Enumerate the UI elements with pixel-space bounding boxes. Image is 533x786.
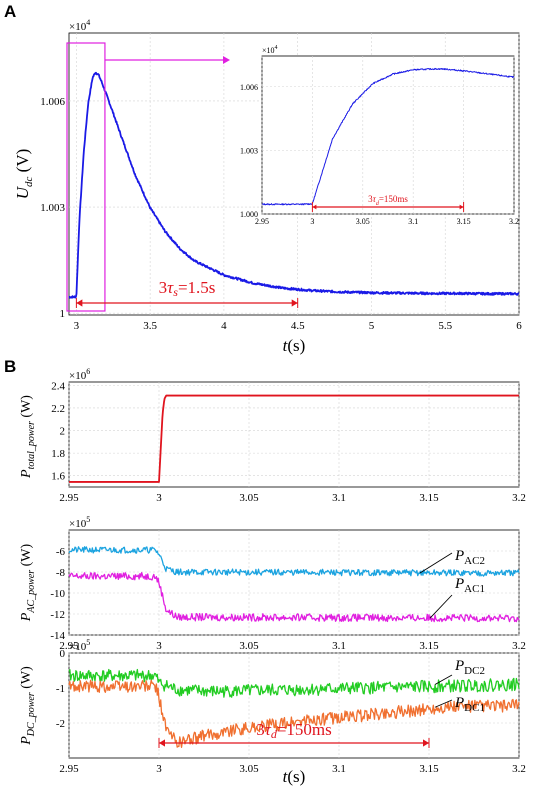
y-tick-label: 2.2 [51,403,65,415]
series-label-leader [419,552,453,574]
y-tick-label: 1.6 [51,471,65,483]
x-tick-label: 3 [310,217,314,226]
inset-udc-chart: 2.95 3 3.05 3.1 3.15 3.2 1.000 1.003 1.006 ×104 3τ… [240,45,519,226]
x-axis-label: t(s) [283,336,306,355]
duration-annotation: 3τs=1.5s [159,278,216,299]
y-axis-label: Udc (V) [13,149,35,200]
x-tick-label: 3.05 [239,763,259,775]
plot-area [261,55,515,215]
x-tick-label: 6 [516,320,522,332]
y-tick-label: 1.003 [40,202,65,214]
x-tick-label: 3.2 [512,640,526,652]
plot-area [68,652,520,759]
y-multiplier: ×104 [69,18,90,33]
x-tick-label: 3.1 [332,492,346,504]
x-tick-label: 2.95 [59,640,79,652]
y-tick-label: 1.006 [240,83,258,92]
series-label: PDC2 [454,658,485,677]
ac-series-line [68,571,520,623]
series-label: PDC1 [454,695,485,714]
x-tick-label: 4.5 [291,320,305,332]
dc-series-line [68,668,520,698]
x-tick-label: 5.5 [438,320,452,332]
y-axis-label: Ptotal_power (W) [19,395,37,479]
zoom-arrow-head [223,56,230,64]
dc-series-line [68,679,520,748]
y-tick-label: -8 [56,567,66,579]
y-tick-label: 0 [60,648,66,660]
udc-series-line [68,71,520,299]
series-label: PAC2 [454,548,485,567]
series-label-leader [434,674,453,685]
series-label: PAC1 [454,576,485,595]
x-tick-label: 3.15 [457,217,471,226]
arrow-head-right [423,739,429,747]
y-tick-label: 1.8 [51,448,65,460]
x-tick-label: 2.95 [59,763,79,775]
panel-label-a: A [4,2,16,21]
y-multiplier: ×106 [69,367,90,382]
ac-series-line [68,546,520,577]
arrow-head-left [312,204,317,210]
y-multiplier: ×105 [69,515,90,530]
total-power-chart: 2.95 3 3.05 3.1 3.15 3.2 1.6 1.8 2 2.2 2.4 ×106 Ptot… [19,367,526,504]
y-tick-label: -2 [56,718,65,730]
y-tick-label: -12 [50,609,65,621]
arrow-head-right [291,299,298,307]
arrow-head-left [76,299,83,307]
x-tick-label: 3.5 [143,320,157,332]
duration-annotation: 3τd=150ms [368,194,408,207]
x-tick-label: 3 [156,763,162,775]
panel-label-b: B [4,357,16,376]
dc-power-chart: 2.95 3 3.05 3.1 3.15 3.2 -2 -1 0×105 PDC2 PDC1 3τd=… [19,638,526,786]
x-tick-label: 3.2 [509,217,519,226]
y-tick-label: 1.000 [240,210,258,219]
x-tick-label: 2.95 [59,492,79,504]
y-tick-label: -10 [50,588,65,600]
y-tick-label: 2.4 [51,380,65,392]
x-tick-label: 3.05 [356,217,370,226]
x-tick-label: 3.2 [512,492,526,504]
y-tick-label: 1 [60,308,66,320]
y-tick-label: -14 [50,630,65,642]
x-tick-label: 3.15 [419,640,439,652]
x-tick-label: 3 [74,320,80,332]
x-tick-label: 3.05 [239,492,259,504]
y-multiplier: ×104 [262,45,278,55]
y-tick-label: -6 [56,546,66,558]
series-label-leader [434,699,453,708]
inset-series-line [261,67,515,206]
x-tick-label: 3 [156,640,162,652]
x-tick-label: 3.15 [419,763,439,775]
y-tick-label: 1.003 [240,146,258,155]
arrow-head-right [459,204,464,210]
y-multiplier: ×105 [69,638,90,653]
total-power-line [68,394,520,483]
y-axis-label: PAC_power (W) [19,543,37,622]
x-tick-label: 5 [369,320,375,332]
x-axis-label: t(s) [283,767,306,786]
series-label-leader [429,594,453,619]
arrow-head-left [159,739,165,747]
x-tick-label: 4 [221,320,227,332]
x-tick-label: 3.05 [239,640,259,652]
x-tick-label: 3.1 [408,217,418,226]
y-tick-label: -1 [56,683,65,695]
x-tick-label: 2.95 [255,217,269,226]
x-tick-label: 3.15 [419,492,439,504]
duration-annotation: 3τd=150ms [256,720,332,741]
y-tick-label: 1.006 [40,96,65,108]
ac-power-chart: 2.95 3 3.05 3.1 3.15 3.2 -14 -12 -10 -8 -6 ×105 PAC2… [19,515,526,652]
x-tick-label: 3 [156,492,162,504]
plot-area [68,381,520,488]
y-axis-label: PDC_power (W) [19,666,37,746]
x-tick-label: 3.1 [332,640,346,652]
x-tick-label: 3.1 [332,763,346,775]
y-tick-label: 2 [60,426,66,438]
x-tick-label: 3.2 [512,763,526,775]
zoom-highlight-box [66,42,106,312]
